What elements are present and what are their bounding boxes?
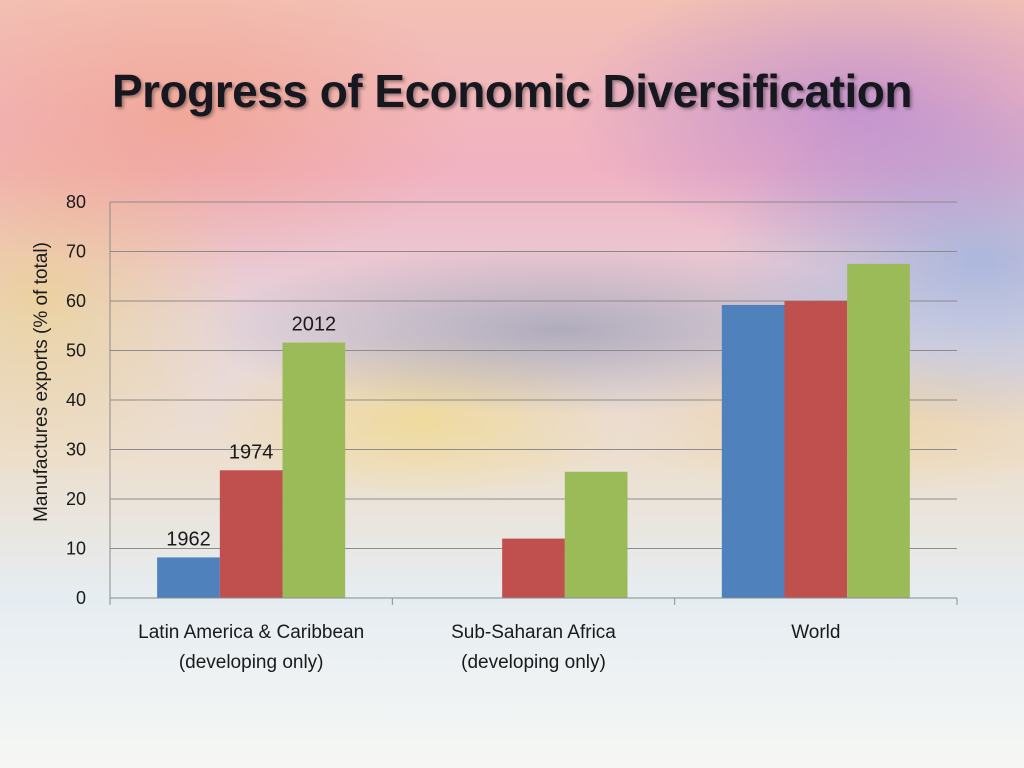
x-axis-labels: Latin America & Caribbean (developing onl… [138, 622, 840, 673]
bar-1962 [157, 557, 220, 598]
bar-1962 [721, 304, 785, 598]
axes [109, 202, 958, 605]
y-tick-label: 10 [66, 539, 86, 559]
y-axis-title: Manufactures exports (% of total) [31, 242, 52, 522]
series-labels: 1962 1974 2012 [166, 314, 336, 551]
x-tick-label-line: Sub-Saharan Africa [451, 622, 616, 643]
x-tick-label-line: (developing only) [179, 652, 324, 673]
y-tick-label: 60 [66, 291, 86, 311]
slide-title: Progress of Economic Diversification [111, 65, 913, 117]
y-tick-label: 30 [66, 440, 86, 460]
bar-2012 [282, 342, 346, 598]
series-label-1962: 1962 [166, 528, 211, 550]
x-tick-label: World [791, 622, 840, 643]
x-tick-label-line: (developing only) [461, 652, 606, 673]
bars [157, 263, 910, 598]
bar-1974 [502, 538, 565, 598]
y-axis-ticks: 0 10 20 30 40 50 60 70 80 [66, 192, 86, 608]
bar-2012 [564, 471, 628, 598]
x-tick-label-line: World [791, 622, 840, 643]
bar-1974 [784, 301, 848, 598]
y-tick-label: 50 [66, 341, 86, 361]
y-tick-label: 70 [66, 242, 86, 262]
x-tick-label: Sub-Saharan Africa (developing only) [451, 622, 616, 673]
x-tick-label: Latin America & Caribbean (developing onl… [138, 622, 364, 673]
series-label-1974: 1974 [229, 441, 274, 463]
bar-1974 [219, 470, 283, 598]
y-tick-label: 0 [76, 588, 86, 608]
y-tick-label: 80 [66, 192, 86, 212]
y-tick-label: 40 [66, 390, 86, 410]
x-tick-label-line: Latin America & Caribbean [138, 622, 364, 643]
bar-2012 [847, 263, 910, 598]
y-tick-label: 20 [66, 489, 86, 509]
series-label-2012: 2012 [292, 314, 337, 336]
